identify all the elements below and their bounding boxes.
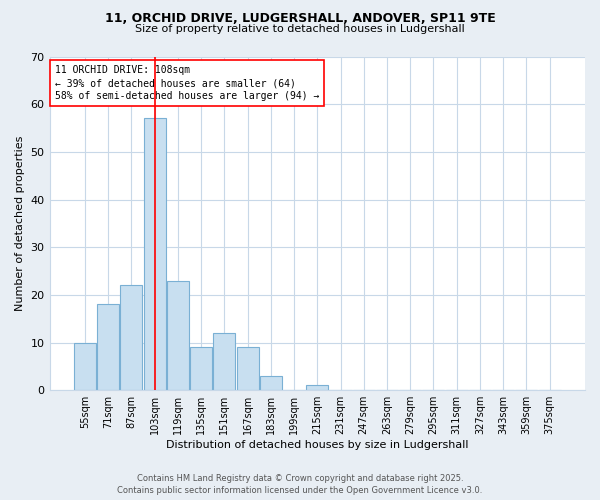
Text: Size of property relative to detached houses in Ludgershall: Size of property relative to detached ho… <box>135 24 465 34</box>
Bar <box>190 348 212 390</box>
Bar <box>213 333 235 390</box>
Text: 11 ORCHID DRIVE: 108sqm
← 39% of detached houses are smaller (64)
58% of semi-de: 11 ORCHID DRIVE: 108sqm ← 39% of detache… <box>55 65 319 101</box>
Bar <box>97 304 119 390</box>
Bar <box>260 376 282 390</box>
Y-axis label: Number of detached properties: Number of detached properties <box>15 136 25 311</box>
Bar <box>306 386 328 390</box>
Bar <box>74 342 96 390</box>
Text: Contains HM Land Registry data © Crown copyright and database right 2025.
Contai: Contains HM Land Registry data © Crown c… <box>118 474 482 495</box>
Bar <box>236 348 259 390</box>
X-axis label: Distribution of detached houses by size in Ludgershall: Distribution of detached houses by size … <box>166 440 469 450</box>
Bar <box>167 280 189 390</box>
Bar <box>121 286 142 390</box>
Bar <box>143 118 166 390</box>
Text: 11, ORCHID DRIVE, LUDGERSHALL, ANDOVER, SP11 9TE: 11, ORCHID DRIVE, LUDGERSHALL, ANDOVER, … <box>104 12 496 26</box>
